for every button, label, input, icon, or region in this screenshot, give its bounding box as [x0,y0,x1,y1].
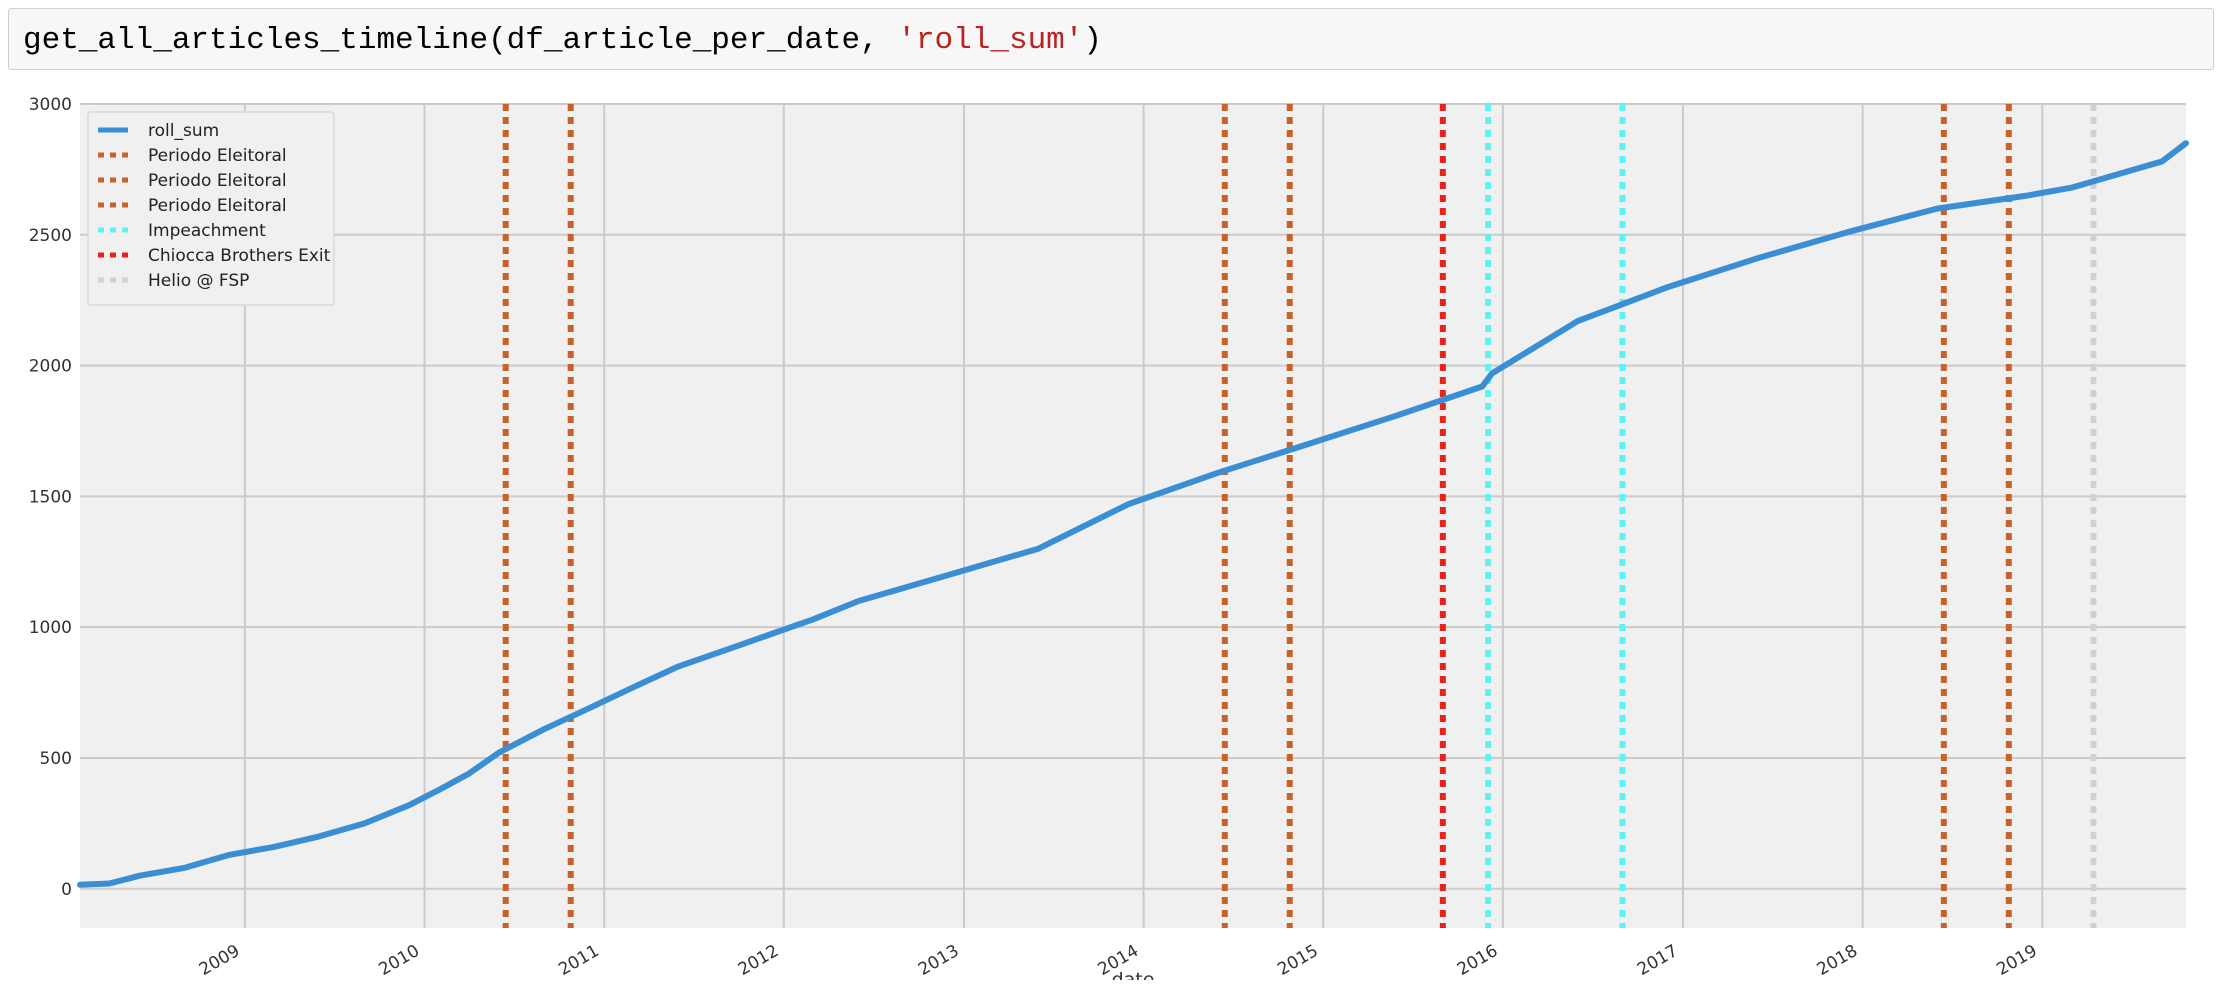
y-tick-label: 2000 [29,357,72,377]
code-string-arg: 'roll_sum' [897,23,1084,58]
code-call: get_all_articles_timeline(df_article_per… [23,23,898,58]
y-tick-label: 3000 [29,95,72,115]
code-line: get_all_articles_timeline(df_article_per… [23,23,1102,59]
legend-label: Periodo Eleitoral [148,196,287,216]
x-tick-label: 2018 [1814,941,1861,980]
legend-label: Impeachment [148,221,266,241]
legend-label: Periodo Eleitoral [148,171,287,191]
code-cell[interactable]: get_all_articles_timeline(df_article_per… [8,8,2214,70]
y-tick-label: 2500 [29,226,72,246]
x-tick-label: 2017 [1634,941,1681,980]
chart-output: 0 500 1000 1500 2000 2500 3000 2009 2010 2011 2012… [0,86,2226,985]
series-line-roll-sum [77,140,2189,888]
x-axis-label: date [1112,969,1155,980]
x-tick-label: 2011 [555,941,602,980]
x-tick-label: 2010 [376,941,423,980]
legend-label: Chiocca Brothers Exit [148,246,331,266]
y-tick-label: 1000 [29,618,72,638]
x-tick-label: 2016 [1454,941,1501,980]
legend-box [87,111,335,306]
legend-label: Helio @ FSP [148,271,249,291]
x-tick-label: 2013 [915,941,962,980]
y-tick-label: 1500 [29,487,72,507]
y-tick-label: 0 [61,880,72,900]
x-tick-label: 2015 [1274,941,1321,980]
x-tick-label: 2019 [1993,941,2040,980]
y-tick-label: 500 [40,749,72,769]
legend-label: roll_sum [148,121,219,141]
x-tick-label: 2009 [196,941,243,980]
legend-label: Periodo Eleitoral [148,146,287,166]
code-call-close: ) [1083,23,1102,58]
x-tick-label: 2012 [735,941,782,980]
timeline-chart: 0 500 1000 1500 2000 2500 3000 2009 2010 2011 2012… [29,95,2189,985]
